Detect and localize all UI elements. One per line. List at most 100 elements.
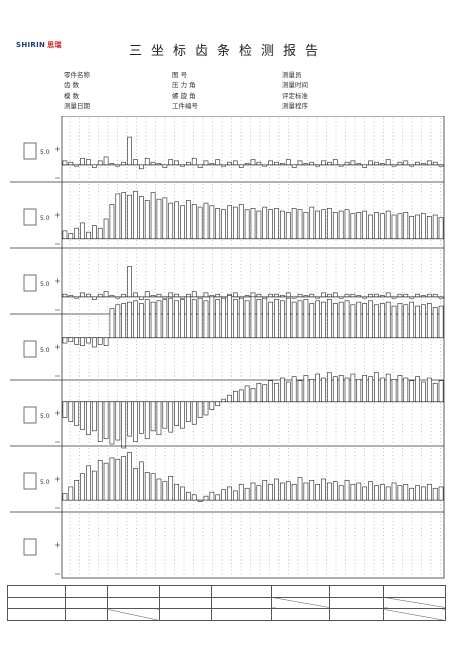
data-bar <box>74 164 80 167</box>
data-bar <box>368 481 373 501</box>
data-bar <box>256 382 262 403</box>
data-bar <box>174 401 179 426</box>
data-bar <box>250 388 256 403</box>
data-bar <box>415 214 420 240</box>
data-bar <box>332 376 338 403</box>
results-table <box>7 585 446 621</box>
data-bar <box>438 305 444 339</box>
data-bar <box>203 401 209 416</box>
data-bar <box>315 164 321 167</box>
data-bar <box>321 292 326 298</box>
data-bar <box>403 483 409 501</box>
data-bar <box>233 160 238 166</box>
data-bar <box>156 401 162 436</box>
data-bar <box>285 297 291 339</box>
data-bar <box>368 214 373 240</box>
data-bar <box>115 304 121 339</box>
data-bar <box>191 494 197 501</box>
data-bar <box>285 212 291 240</box>
data-bar <box>309 206 315 240</box>
data-bar <box>97 293 103 298</box>
panel-range-label: 5.0 <box>40 149 50 156</box>
data-bar <box>150 295 156 298</box>
data-bar <box>133 468 138 501</box>
data-bar <box>227 394 232 403</box>
data-bar <box>332 159 338 166</box>
data-bar <box>432 161 438 166</box>
data-bar <box>403 160 409 166</box>
data-bar <box>185 161 191 166</box>
data-bar <box>391 214 397 240</box>
data-bar <box>185 401 191 422</box>
data-bar <box>121 192 127 240</box>
data-bar <box>233 299 238 339</box>
data-bar <box>115 401 121 441</box>
data-bar <box>415 305 420 339</box>
data-bar <box>297 293 303 298</box>
data-bar <box>303 375 309 403</box>
data-bar <box>144 291 150 298</box>
data-bar <box>315 300 321 339</box>
data-bar <box>291 483 297 501</box>
data-bar <box>197 206 203 240</box>
data-bar <box>144 472 150 501</box>
data-bar <box>291 164 297 168</box>
table-cell <box>159 596 212 609</box>
data-bar <box>385 373 391 403</box>
data-bar <box>409 164 415 167</box>
data-bar <box>150 401 156 432</box>
info-label: 测量日期 <box>64 102 90 111</box>
data-bar <box>121 303 127 339</box>
data-bar <box>391 379 397 403</box>
data-bar <box>391 305 397 339</box>
table-header-row <box>7 585 446 598</box>
data-bar <box>403 304 409 339</box>
info-label: 测量员 <box>282 71 302 79</box>
data-bar <box>344 480 350 501</box>
data-bar <box>385 486 391 501</box>
data-bar <box>280 377 285 403</box>
info-label: 工件编号 <box>172 102 198 111</box>
data-bar <box>285 159 291 166</box>
data-bar <box>397 375 403 403</box>
data-bar <box>327 208 332 240</box>
data-bar <box>379 377 385 403</box>
data-bar <box>115 164 121 167</box>
data-bar <box>238 297 244 339</box>
panel-label-box <box>23 340 37 358</box>
data-bar <box>221 297 226 339</box>
data-bar <box>168 159 174 166</box>
data-bar <box>332 481 338 501</box>
info-column-right: 测量员 测量时间 评定标准 测量程序 <box>282 70 308 112</box>
data-bar <box>368 300 373 339</box>
data-bar <box>221 164 226 167</box>
data-bar <box>315 373 321 403</box>
data-bar <box>233 206 238 240</box>
data-bar <box>215 401 221 407</box>
data-bar <box>156 163 162 166</box>
table-header-cell <box>329 585 384 598</box>
data-bar <box>133 401 138 442</box>
panel-range-label: 5.0 <box>40 215 50 222</box>
data-bar <box>315 483 321 501</box>
data-bar <box>62 160 68 166</box>
data-bar <box>156 478 162 501</box>
data-bar <box>68 486 74 501</box>
data-bar <box>109 308 115 339</box>
table-cell <box>271 608 330 621</box>
data-bar <box>180 205 185 240</box>
data-bar <box>156 198 162 240</box>
data-bar <box>321 301 326 339</box>
panel-range-label: 5.0 <box>40 479 50 486</box>
data-bar <box>121 456 127 501</box>
panel-label-box <box>23 538 37 556</box>
data-bar <box>274 299 279 339</box>
data-bar <box>297 160 303 166</box>
info-label: 评定标准 <box>282 91 308 100</box>
data-bar <box>185 200 191 240</box>
data-bar <box>156 293 162 298</box>
data-bar <box>285 481 291 501</box>
data-bar <box>309 293 315 298</box>
data-bar <box>109 457 115 501</box>
data-bar <box>421 304 426 339</box>
